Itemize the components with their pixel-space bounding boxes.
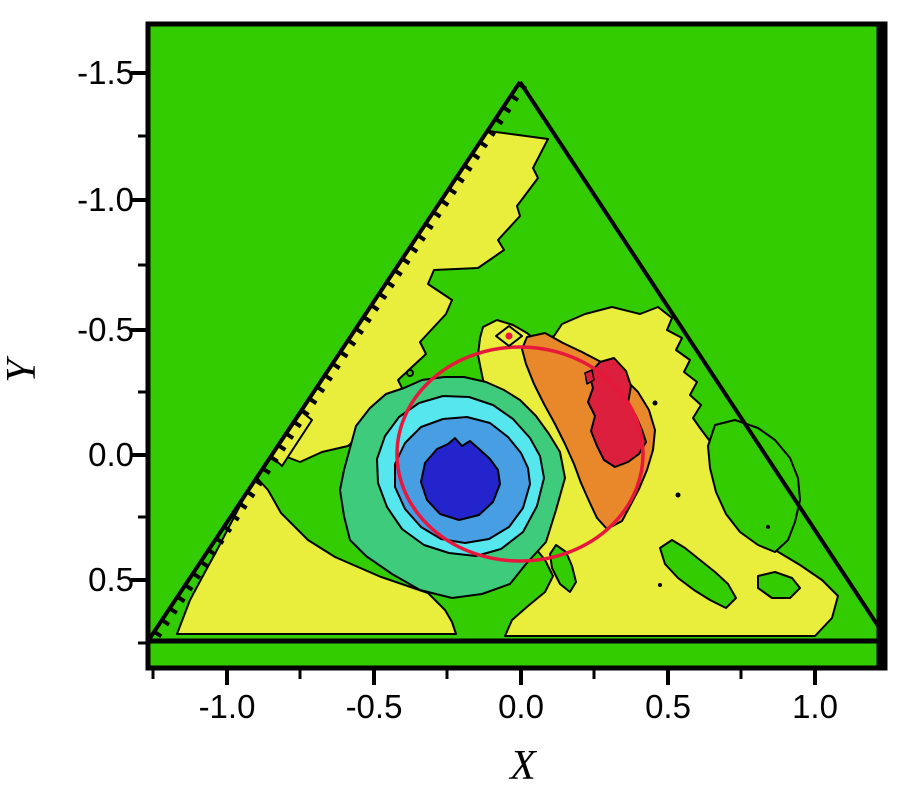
contour-core-red-maximum [587,357,647,468]
x-axis-title: X [510,743,536,789]
contour-speck [675,492,681,498]
x-tick-label: 0.0 [498,688,544,725]
x-tick-label: -1.0 [198,688,256,725]
x-axis-ticks [151,670,817,685]
contour-speck [658,583,662,587]
y-tick-label: -1.5 [77,54,134,91]
green-bay [707,419,801,553]
contour-speck [652,400,658,406]
y-tick-label: -0.5 [77,311,134,348]
contour-speck [766,525,770,529]
x-tick-label: 0.5 [645,688,691,725]
green-band-island [659,539,737,609]
contour-speck-ring [406,369,414,377]
y-tick-label: -1.0 [77,181,134,218]
overlay-circle [395,345,645,563]
y-axis-title: Y [0,359,45,383]
y-tick-label: 0.5 [88,561,134,598]
y-axis-ticks [131,71,146,645]
diamond-marker-center [505,332,513,340]
x-tick-label: 1.0 [792,688,838,725]
contour-core-navy-minimum [420,437,501,521]
y-tick-label: 0.0 [88,436,134,473]
green-island-small [757,571,801,599]
x-tick-label: -0.5 [345,688,403,725]
triangle-left-edge [150,80,522,642]
triangle-right-edge [518,80,883,638]
red-speck [584,369,595,385]
